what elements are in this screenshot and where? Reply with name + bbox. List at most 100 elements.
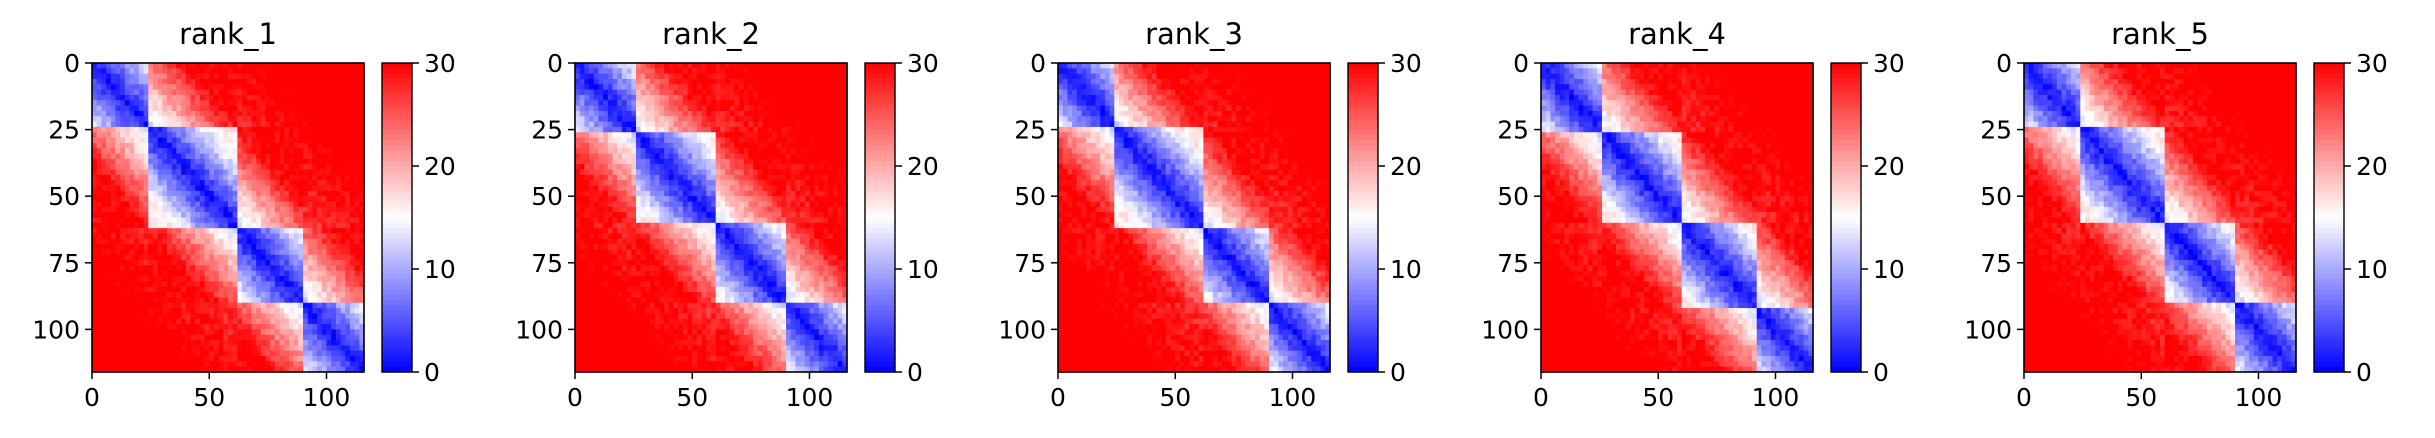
heatmap-cell xyxy=(181,196,187,203)
heatmap-cell xyxy=(213,174,220,181)
heatmap-cell xyxy=(349,222,356,229)
heatmap-cell xyxy=(298,89,304,96)
heatmap-cell xyxy=(120,334,126,341)
heatmap-cell xyxy=(284,169,290,176)
heatmap-cell xyxy=(818,100,825,107)
heatmap-cell xyxy=(678,78,684,85)
heatmap-cell xyxy=(223,270,229,277)
heatmap-cell xyxy=(223,164,229,171)
heatmap-cell xyxy=(307,334,314,341)
heatmap-cell xyxy=(664,180,670,187)
heatmap-cell xyxy=(279,276,285,283)
heatmap-cell xyxy=(176,233,182,240)
heatmap-cell xyxy=(270,329,276,336)
heatmap-cell xyxy=(120,158,126,165)
heatmap-cell xyxy=(148,350,154,357)
heatmap-cell xyxy=(331,121,337,128)
heatmap-cell xyxy=(739,185,745,192)
heatmap-cell xyxy=(110,313,117,320)
heatmap-cell xyxy=(218,105,224,112)
heatmap-cell xyxy=(176,345,182,352)
heatmap-cell xyxy=(96,110,102,117)
heatmap-cell xyxy=(270,212,276,219)
heatmap-cell xyxy=(345,212,351,219)
heatmap-cell xyxy=(575,116,581,123)
heatmap-cell xyxy=(814,153,820,160)
heatmap-cell xyxy=(335,228,342,235)
heatmap-cell xyxy=(228,73,234,80)
heatmap-cell xyxy=(612,137,618,144)
heatmap-cell xyxy=(828,164,834,171)
heatmap-cell xyxy=(110,249,117,256)
heatmap-cell xyxy=(607,89,614,96)
heatmap-cell xyxy=(265,180,271,187)
y-tick-label: 0 xyxy=(64,49,80,78)
heatmap-cell xyxy=(687,164,693,171)
heatmap-cell xyxy=(195,356,201,362)
heatmap-cell xyxy=(204,68,210,75)
heatmap-cell xyxy=(326,78,332,85)
heatmap-cell xyxy=(696,116,703,123)
heatmap-cell xyxy=(715,180,721,187)
heatmap-cell xyxy=(129,270,135,277)
heatmap-cell xyxy=(213,249,220,256)
heatmap-cell xyxy=(246,249,253,256)
heatmap-cell xyxy=(195,190,201,197)
heatmap-cell xyxy=(96,302,102,309)
heatmap-cell xyxy=(274,126,281,133)
heatmap-cell xyxy=(284,89,290,96)
heatmap-cell xyxy=(120,142,126,149)
heatmap-cell xyxy=(293,116,299,123)
heatmap-cell xyxy=(589,63,595,69)
heatmap-cell xyxy=(129,142,135,149)
heatmap-cell xyxy=(213,137,220,144)
heatmap-cell xyxy=(101,174,107,181)
heatmap-cell xyxy=(317,110,323,117)
heatmap-cell xyxy=(251,153,257,160)
heatmap-cell xyxy=(598,158,604,165)
heatmap-cell xyxy=(246,302,253,309)
heatmap-cell xyxy=(195,244,201,251)
heatmap-cell xyxy=(260,212,267,219)
heatmap-cell xyxy=(213,185,220,192)
heatmap-cell xyxy=(598,174,604,181)
heatmap-cell xyxy=(134,260,140,267)
heatmap-cell xyxy=(148,233,154,240)
heatmap-cell xyxy=(190,132,196,139)
heatmap-cell xyxy=(171,89,178,96)
heatmap-cell xyxy=(213,206,220,213)
heatmap-cell xyxy=(715,153,721,160)
heatmap-cell xyxy=(307,222,314,229)
heatmap-cell xyxy=(162,366,168,373)
heatmap-cell xyxy=(725,100,731,107)
heatmap-cell xyxy=(786,78,792,85)
heatmap-cell xyxy=(331,238,337,245)
heatmap-cell xyxy=(617,201,623,208)
heatmap-cell xyxy=(204,148,210,155)
heatmap-cell xyxy=(101,244,107,251)
heatmap-cell xyxy=(223,169,229,176)
heatmap-cell xyxy=(617,148,623,155)
heatmap-cell xyxy=(195,142,201,149)
heatmap-cell xyxy=(626,110,632,117)
heatmap-cell xyxy=(110,276,117,283)
heatmap-cell xyxy=(185,89,192,96)
heatmap-cell xyxy=(284,366,290,373)
heatmap-cell xyxy=(584,190,590,197)
heatmap-cell xyxy=(682,142,689,149)
heatmap-cell xyxy=(157,89,163,96)
heatmap-cell xyxy=(331,361,337,368)
heatmap-cell xyxy=(101,196,107,203)
heatmap-cell xyxy=(354,233,360,240)
heatmap-cell xyxy=(786,121,792,128)
heatmap-cell xyxy=(129,222,135,229)
heatmap-cell xyxy=(748,63,754,69)
heatmap-cell xyxy=(274,265,281,272)
heatmap-cell xyxy=(776,100,782,107)
heatmap-cell xyxy=(771,73,778,80)
heatmap-cell xyxy=(124,265,131,272)
heatmap-cell xyxy=(359,217,365,224)
heatmap-cell xyxy=(312,356,318,362)
heatmap-cell xyxy=(134,142,140,149)
heatmap-cell xyxy=(823,169,829,176)
